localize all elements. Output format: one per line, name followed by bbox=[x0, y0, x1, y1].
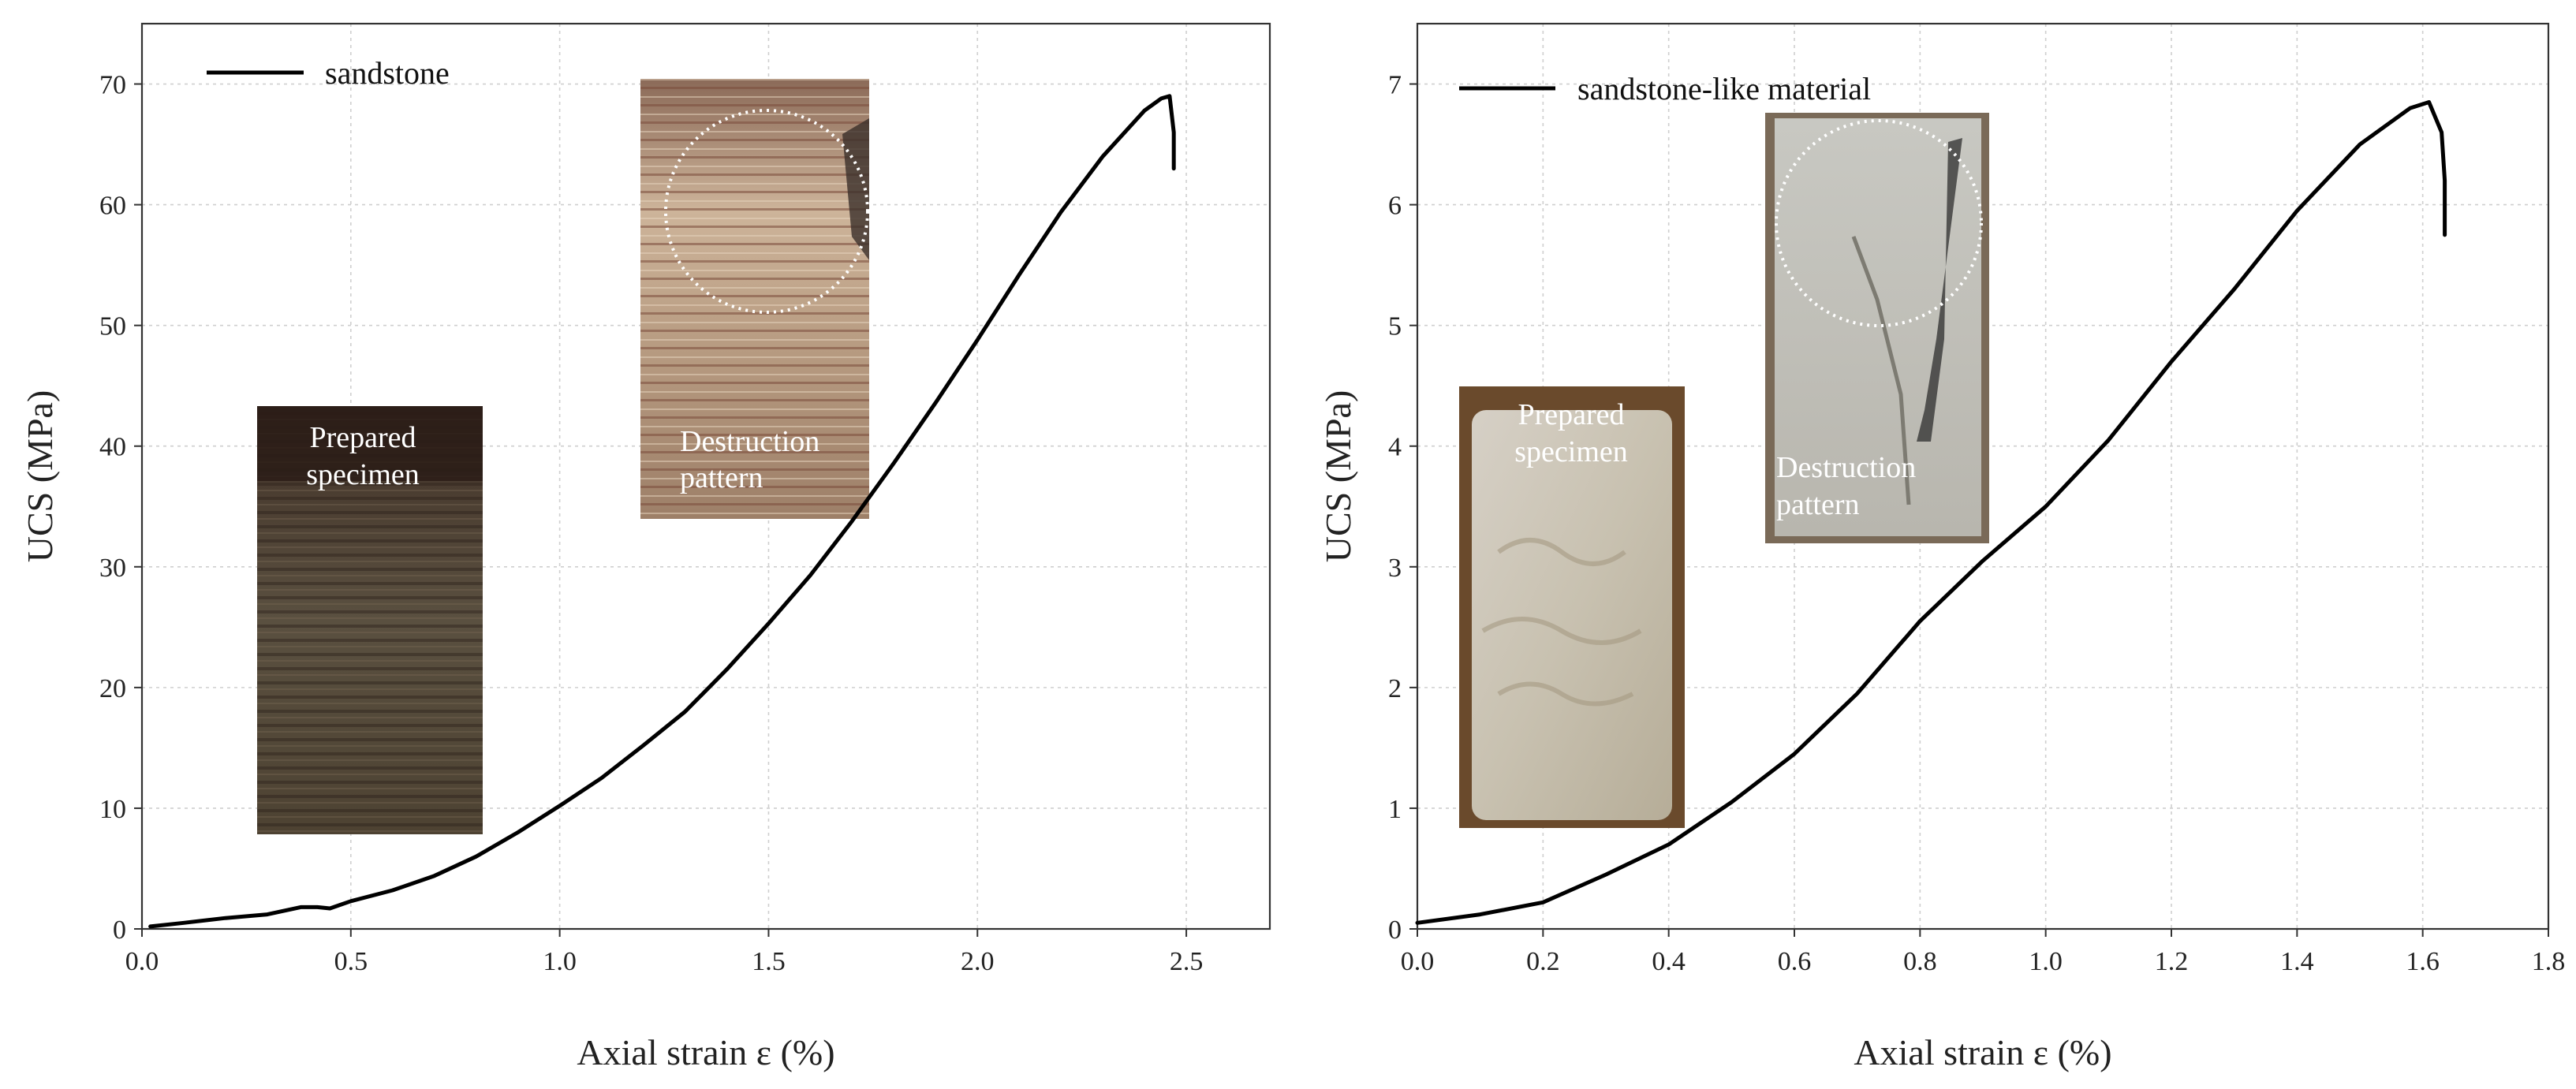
x-tick-label: 2.5 bbox=[1170, 947, 1204, 976]
inset-label-destruction-right-1: Destruction bbox=[1776, 451, 1916, 484]
plot-frame-right bbox=[1416, 22, 2550, 930]
series-line-sandstone bbox=[148, 94, 1176, 929]
legend-right: sandstone-like material bbox=[1459, 71, 1871, 106]
chart-right: Prepared specimen Destruction pattern sa… bbox=[1318, 22, 2565, 1072]
y-tick-label: 40 bbox=[99, 433, 126, 462]
y-tick-label: 0 bbox=[1388, 916, 1402, 945]
y-tick-label: 1 bbox=[1388, 795, 1402, 824]
x-axis-label-left: Axial strain ε (%) bbox=[577, 1032, 834, 1072]
y-axis-label-left: UCS (MPa) bbox=[20, 390, 60, 563]
y-tick-label: 4 bbox=[1388, 433, 1402, 462]
y-tick-label: 0 bbox=[113, 916, 126, 945]
y-tick-label: 70 bbox=[99, 71, 126, 100]
x-axis-label-right: Axial strain ε (%) bbox=[1854, 1032, 2111, 1072]
x-tick-label: 2.0 bbox=[961, 947, 995, 976]
x-tick-label: 0.0 bbox=[1401, 947, 1435, 976]
y-tick-label: 10 bbox=[99, 795, 126, 824]
inset-label-prepared-left-2: specimen bbox=[306, 458, 420, 491]
plot-frame-left bbox=[140, 22, 1271, 930]
x-tick-label: 1.0 bbox=[543, 947, 577, 976]
inset-destruction-pattern-right: Destruction pattern bbox=[1765, 113, 1989, 543]
x-tick-label: 1.4 bbox=[2280, 947, 2314, 976]
ticks-left: 0.0 0.5 1.0 1.5 2.0 2.5 0 10 20 30 40 50 60 70 bbox=[99, 71, 1203, 976]
failure-zone-circle-right bbox=[1775, 119, 1983, 327]
x-tick-label: 1.8 bbox=[2532, 947, 2566, 976]
x-tick-label: 0.4 bbox=[1652, 947, 1686, 976]
y-tick-label: 20 bbox=[99, 674, 126, 703]
series-line-sandstone-like-material bbox=[1415, 100, 2447, 925]
x-tick-label: 0.6 bbox=[1778, 947, 1812, 976]
chart-left: Prepared specimen Destruction pattern sa… bbox=[20, 22, 1271, 1072]
x-tick-label: 1.6 bbox=[2406, 947, 2440, 976]
y-tick-label: 60 bbox=[99, 192, 126, 221]
inset-label-destruction-right-2: pattern bbox=[1776, 488, 1860, 521]
ticks-right: 0.0 0.2 0.4 0.6 0.8 1.0 1.2 1.4 1.6 1.8 0 1 2 3 4 5 6 7 bbox=[1388, 71, 2565, 976]
inset-label-prepared-right-2: specimen bbox=[1514, 435, 1628, 468]
inset-label-destruction-left-2: pattern bbox=[680, 461, 763, 494]
x-tick-label: 0.2 bbox=[1526, 947, 1560, 976]
x-tick-label: 0.0 bbox=[125, 947, 159, 976]
inset-label-prepared-left-1: Prepared bbox=[309, 421, 416, 454]
y-axis-label-right: UCS (MPa) bbox=[1318, 390, 1358, 563]
y-tick-label: 50 bbox=[99, 312, 126, 341]
y-tick-label: 5 bbox=[1388, 312, 1402, 341]
y-tick-label: 2 bbox=[1388, 674, 1402, 703]
y-tick-label: 6 bbox=[1388, 192, 1402, 221]
x-tick-label: 1.0 bbox=[2029, 947, 2063, 976]
inset-label-destruction-left-1: Destruction bbox=[680, 425, 819, 458]
legend-label-sandstone-like-material: sandstone-like material bbox=[1577, 71, 1871, 106]
x-tick-label: 1.5 bbox=[752, 947, 786, 976]
inset-label-prepared-right-1: Prepared bbox=[1518, 398, 1624, 431]
x-tick-label: 0.8 bbox=[1903, 947, 1937, 976]
legend-label-sandstone: sandstone bbox=[325, 55, 450, 91]
x-tick-label: 1.2 bbox=[2155, 947, 2189, 976]
y-tick-label: 7 bbox=[1388, 71, 1402, 100]
inset-prepared-specimen-right: Prepared specimen bbox=[1459, 386, 1685, 828]
inset-prepared-specimen-left: Prepared specimen bbox=[257, 406, 483, 834]
failure-zone-circle-left bbox=[664, 109, 869, 314]
x-tick-label: 0.5 bbox=[334, 947, 368, 976]
y-tick-label: 30 bbox=[99, 554, 126, 583]
y-tick-label: 3 bbox=[1388, 554, 1402, 583]
legend-left: sandstone bbox=[207, 55, 450, 91]
inset-destruction-pattern-left: Destruction pattern bbox=[640, 79, 869, 519]
